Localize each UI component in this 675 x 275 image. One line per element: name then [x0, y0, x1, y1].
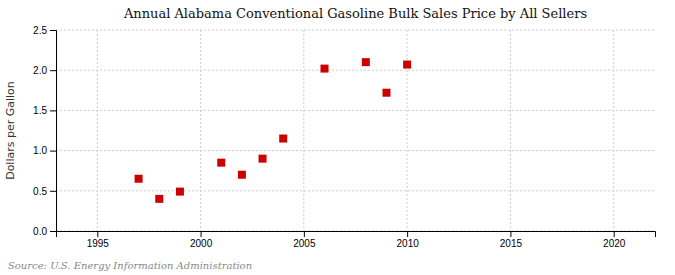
tick-label: 2010 — [397, 238, 420, 249]
grid-line-x — [407, 30, 408, 231]
tick: 2010 — [397, 231, 420, 249]
tick-label: 2015 — [500, 238, 523, 249]
point — [176, 188, 184, 196]
y-axis: 0.0 0.5 1.0 1.5 2.0 2.5 — [33, 25, 56, 237]
tick-mark — [304, 231, 305, 237]
tick-mark — [510, 231, 511, 237]
tick-mark — [50, 30, 56, 31]
tick-label: 2000 — [190, 238, 213, 249]
annotation: Source: U.S. Energy Information Administ… — [8, 260, 252, 271]
title: Annual Alabama Conventional Gasoline Bul… — [123, 6, 587, 21]
y-axis-title: Dollars per Gallon — [4, 81, 17, 180]
tick-mark — [50, 70, 56, 71]
tick-mark — [614, 231, 615, 237]
tick-mark — [50, 231, 56, 232]
plot: 1995 2000 2005 2010 2015 2020 0.0 0.5 1.0 1.5 2.0 2… — [33, 25, 655, 249]
tick: 2000 — [190, 231, 213, 249]
tick-mark — [50, 191, 56, 192]
point — [217, 159, 225, 167]
tick-label: 2005 — [293, 238, 316, 249]
grid-line-y — [56, 70, 655, 71]
tick: 2020 — [603, 231, 626, 249]
point — [135, 175, 143, 183]
tick: 2.0 — [33, 65, 56, 76]
point — [238, 171, 246, 179]
tick-label: 2020 — [603, 238, 626, 249]
tick: 2015 — [500, 231, 523, 249]
tick: 1995 — [87, 231, 110, 249]
x-axis: 1995 2000 2005 2010 2015 2020 — [57, 231, 656, 249]
tick: 2.5 — [33, 25, 56, 36]
grid-line-y — [56, 110, 655, 111]
tick-mark — [201, 231, 202, 237]
grid-line-x — [200, 30, 201, 231]
grid-line-y — [56, 150, 655, 151]
chart: 1995 2000 2005 2010 2015 2020 0.0 0.5 1.0 1.5 2.0 2… — [0, 0, 675, 275]
tick-mark — [407, 231, 408, 237]
grid-line-x — [613, 30, 614, 231]
axis-line — [57, 232, 656, 238]
tick-label: 0.0 — [33, 226, 47, 237]
axis-line — [50, 31, 57, 232]
tick-label: 0.5 — [33, 186, 47, 197]
tick: 0.5 — [33, 186, 56, 197]
tick-label: 1.5 — [33, 105, 47, 116]
point — [321, 65, 329, 73]
tick-label: 2.5 — [33, 25, 47, 36]
point — [279, 135, 287, 143]
tick-label: 1995 — [87, 238, 110, 249]
grid-line-y — [56, 190, 655, 191]
tick: 1.0 — [33, 145, 56, 156]
grid-line-x — [303, 30, 304, 231]
point — [362, 58, 370, 66]
tick-mark — [97, 231, 98, 237]
tick-label: 2.0 — [33, 65, 47, 76]
tick: 0.0 — [33, 226, 56, 237]
grid-line-y — [56, 30, 655, 31]
point — [155, 195, 163, 203]
grid-line-x — [510, 30, 511, 231]
point — [259, 155, 267, 163]
tick: 1.5 — [33, 105, 56, 116]
tick-mark — [50, 151, 56, 152]
marks — [135, 58, 412, 203]
tick-mark — [50, 110, 56, 111]
point — [382, 89, 390, 97]
point — [403, 61, 411, 69]
grid — [56, 30, 655, 231]
tick-label: 1.0 — [33, 145, 47, 156]
tick: 2005 — [293, 231, 316, 249]
grid-line-x — [97, 30, 98, 231]
